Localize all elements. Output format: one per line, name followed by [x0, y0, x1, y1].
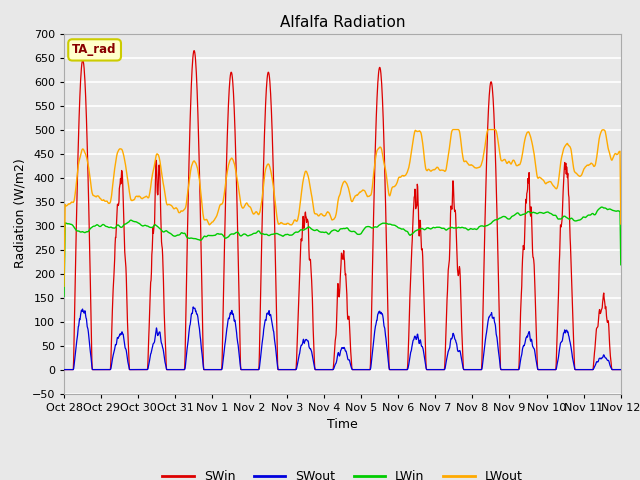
- SWout: [429, 367, 437, 372]
- LWin: [617, 262, 625, 268]
- SWout: [551, 367, 559, 372]
- Legend: SWin, SWout, LWin, LWout: SWin, SWout, LWin, LWout: [157, 465, 527, 480]
- SWout: [617, 367, 625, 372]
- Line: SWin: SWin: [64, 50, 621, 370]
- LWin: [429, 225, 436, 230]
- LWin: [246, 232, 254, 238]
- SWin: [551, 367, 559, 372]
- Title: Alfalfa Radiation: Alfalfa Radiation: [280, 15, 405, 30]
- Line: LWin: LWin: [64, 207, 621, 296]
- LWout: [246, 204, 254, 210]
- SWin: [184, 212, 191, 218]
- LWout: [60, 284, 68, 289]
- SWout: [184, 340, 191, 346]
- SWin: [502, 367, 509, 372]
- SWout: [170, 367, 178, 372]
- LWin: [551, 213, 559, 218]
- Line: LWout: LWout: [64, 130, 621, 287]
- Line: SWout: SWout: [64, 307, 621, 370]
- LWout: [449, 127, 457, 132]
- SWout: [502, 367, 509, 372]
- LWout: [429, 167, 436, 173]
- SWout: [189, 304, 197, 310]
- LWout: [184, 189, 191, 194]
- SWin: [170, 367, 178, 372]
- SWin: [429, 367, 437, 372]
- LWout: [617, 221, 625, 227]
- LWin: [598, 204, 605, 210]
- SWin: [617, 367, 625, 372]
- SWout: [60, 367, 68, 372]
- SWin: [190, 48, 198, 53]
- LWin: [170, 233, 178, 239]
- LWin: [184, 235, 191, 241]
- Y-axis label: Radiation (W/m2): Radiation (W/m2): [13, 159, 26, 268]
- Text: TA_rad: TA_rad: [72, 43, 117, 56]
- LWout: [170, 206, 178, 212]
- LWout: [551, 185, 559, 191]
- SWin: [246, 367, 254, 372]
- LWout: [502, 158, 509, 164]
- SWout: [246, 367, 254, 372]
- LWin: [60, 293, 68, 299]
- LWin: [502, 214, 509, 220]
- SWin: [60, 367, 68, 372]
- X-axis label: Time: Time: [327, 418, 358, 431]
